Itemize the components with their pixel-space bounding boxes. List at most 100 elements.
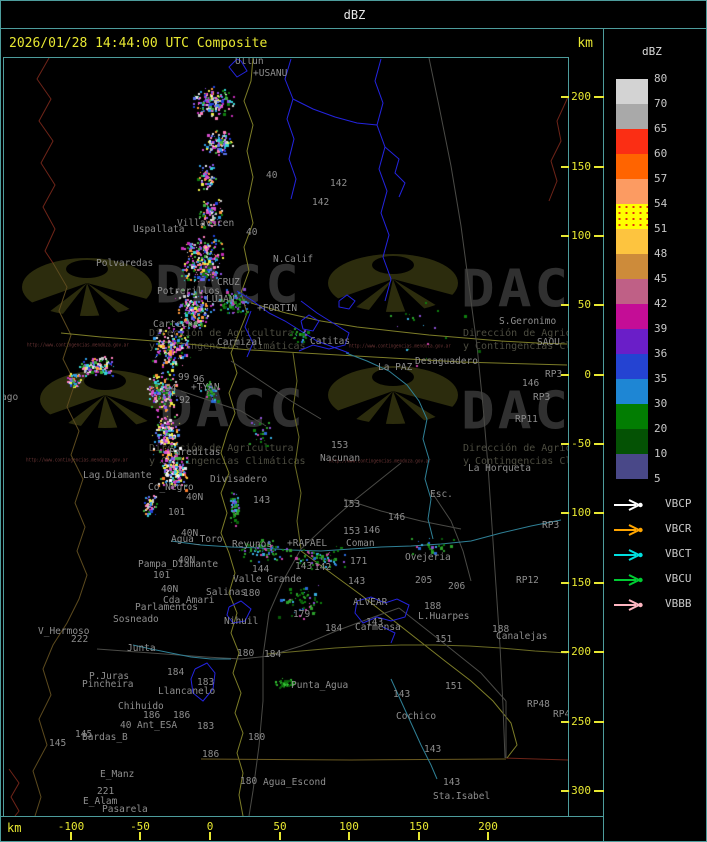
colorbar-block xyxy=(616,329,648,354)
y-axis-tick-mark xyxy=(561,443,569,445)
site-arrow-icon xyxy=(614,499,643,511)
panel-divider xyxy=(603,29,604,841)
map-place-label: N.Calif xyxy=(273,254,314,265)
map-place-label: 183 xyxy=(197,721,215,732)
window-title: dBZ xyxy=(343,7,366,22)
y-axis-tick-mark xyxy=(561,721,569,723)
x-axis-tick-label: 150 xyxy=(409,820,429,833)
map-place-label: RP48 xyxy=(527,699,550,710)
x-axis-tick-mark xyxy=(209,832,211,840)
map-place-label: 222 xyxy=(71,634,89,645)
map-place-label: 188 xyxy=(492,624,510,635)
legend-site-row: VBCR xyxy=(613,522,706,536)
site-arrow-icon xyxy=(614,574,643,586)
title-bar: dBZ xyxy=(1,1,706,29)
map-place-label: 40N xyxy=(186,492,204,503)
colorbar-tick-label: 30 xyxy=(654,397,668,410)
y-axis-tick-mark xyxy=(561,304,569,306)
map-place-label: 101 xyxy=(153,570,171,581)
map-place-label: Agua_Toro xyxy=(171,534,223,545)
map-place-label: RP3 xyxy=(545,369,563,380)
map-place-label: L.Huarpes xyxy=(418,611,470,622)
map-place-label: Potrerillos xyxy=(157,286,220,297)
y-axis-tick-label: -50 xyxy=(571,437,591,450)
site-arrow-icon xyxy=(614,524,643,536)
y-axis-tick-mark xyxy=(594,235,605,237)
y-axis-tick-label: 150 xyxy=(571,160,591,173)
colorbar-block xyxy=(616,104,648,129)
y-axis-tick-label: -300 xyxy=(564,784,592,797)
map-place-label: RP3 xyxy=(533,392,551,403)
map-place-label: 180 xyxy=(240,776,258,787)
km-unit-bottom: km xyxy=(7,821,22,835)
y-axis-tick-mark xyxy=(594,721,605,723)
map-place-label: 180 xyxy=(237,648,255,659)
colorbar-block xyxy=(616,229,648,254)
map-place-label: 146 xyxy=(522,378,540,389)
map-place-label: 40N xyxy=(181,528,199,539)
map-place-label: 40 xyxy=(266,170,278,181)
x-axis-tick-label: 50 xyxy=(273,820,287,833)
map-place-label: 151 xyxy=(445,681,463,692)
colorbar-tick-label: 70 xyxy=(654,97,668,110)
map-place-label: 180 xyxy=(248,732,266,743)
map-place-label: Divisadero xyxy=(210,474,268,485)
map-place-label: 145 xyxy=(75,729,93,740)
y-axis-tick-mark xyxy=(561,166,569,168)
map-place-label: Catitas xyxy=(310,336,351,347)
map-place-label: 143 xyxy=(393,689,411,700)
map-place-label: RP11 xyxy=(515,414,538,425)
map-place-label: 143 xyxy=(443,777,461,788)
map-place-label: Pincheira xyxy=(82,679,134,690)
map-place-label: Coman xyxy=(346,538,375,549)
colorbar-block xyxy=(616,204,648,229)
map-place-label: 221 xyxy=(97,786,115,797)
map-place-label: Co_Negro xyxy=(148,482,194,493)
map-place-label: Reyunos xyxy=(232,539,273,550)
axis-divider xyxy=(1,816,603,817)
header-row: 2026/01/28 14:44:00 UTC Composite km xyxy=(1,29,603,57)
colorbar-tick-label: 80 xyxy=(654,72,668,85)
map-place-label: 92 xyxy=(179,395,191,406)
map-place-label: 143 xyxy=(348,576,366,587)
map-place-label: Punta_Agua xyxy=(291,680,349,691)
map-place-label: Ullun xyxy=(235,57,264,67)
map-place-label: E_Alam xyxy=(83,796,118,807)
colorbar-block xyxy=(616,279,648,304)
map-place-label: +RAFAEL xyxy=(287,538,328,549)
colorbar-tick-label: 10 xyxy=(654,447,668,460)
map-place-label: 184 xyxy=(167,667,185,678)
colorbar-tick-label: 36 xyxy=(654,347,668,360)
map-place-label: 188 xyxy=(424,601,442,612)
map-place-label: Sta.Isabel xyxy=(433,791,491,802)
y-axis-tick-mark xyxy=(561,96,569,98)
legend-site-row: VBCP xyxy=(613,497,706,511)
legend-panel: dBZ 80 70 65 60 57 54 51 48 45 42 39 36 35 30 20 10 5 VB… xyxy=(604,29,706,841)
y-axis-tick-mark xyxy=(594,651,605,653)
legend-site-row: VBCT xyxy=(613,547,706,561)
colorbar-tick-label: 35 xyxy=(654,372,668,385)
map-place-label: 205 xyxy=(415,575,433,586)
map-place-label: 186 xyxy=(173,710,191,721)
map-place-label: Pareditas xyxy=(169,447,221,458)
x-axis-tick-label: 0 xyxy=(206,820,214,833)
map-place-label: ALVEAR xyxy=(353,597,388,608)
colorbar-title: dBZ xyxy=(642,45,662,58)
map-place-label: Villavicen xyxy=(177,218,235,229)
colorbar-tick-label: 42 xyxy=(654,297,668,310)
map-place-label: 146 xyxy=(388,512,406,523)
map-place-label: Salinas xyxy=(206,587,247,598)
y-axis-tick-mark xyxy=(594,374,605,376)
site-arrow-icon xyxy=(614,549,643,561)
y-axis-tick-label: 100 xyxy=(571,229,591,242)
colorbar-tick-label: 39 xyxy=(654,322,668,335)
map-place-label: Carmizal xyxy=(217,337,263,348)
colorbar-block xyxy=(616,304,648,329)
colorbar-block xyxy=(616,354,648,379)
map-place-label: 142 xyxy=(312,197,330,208)
timestamp-text: 2026/01/28 14:44:00 UTC Composite xyxy=(9,35,268,51)
map-place-label: Cda_Amari xyxy=(163,595,215,606)
site-label: VBCR xyxy=(665,522,692,535)
map-place-label: 144 xyxy=(252,564,270,575)
map-place-label: 40N xyxy=(161,584,179,595)
